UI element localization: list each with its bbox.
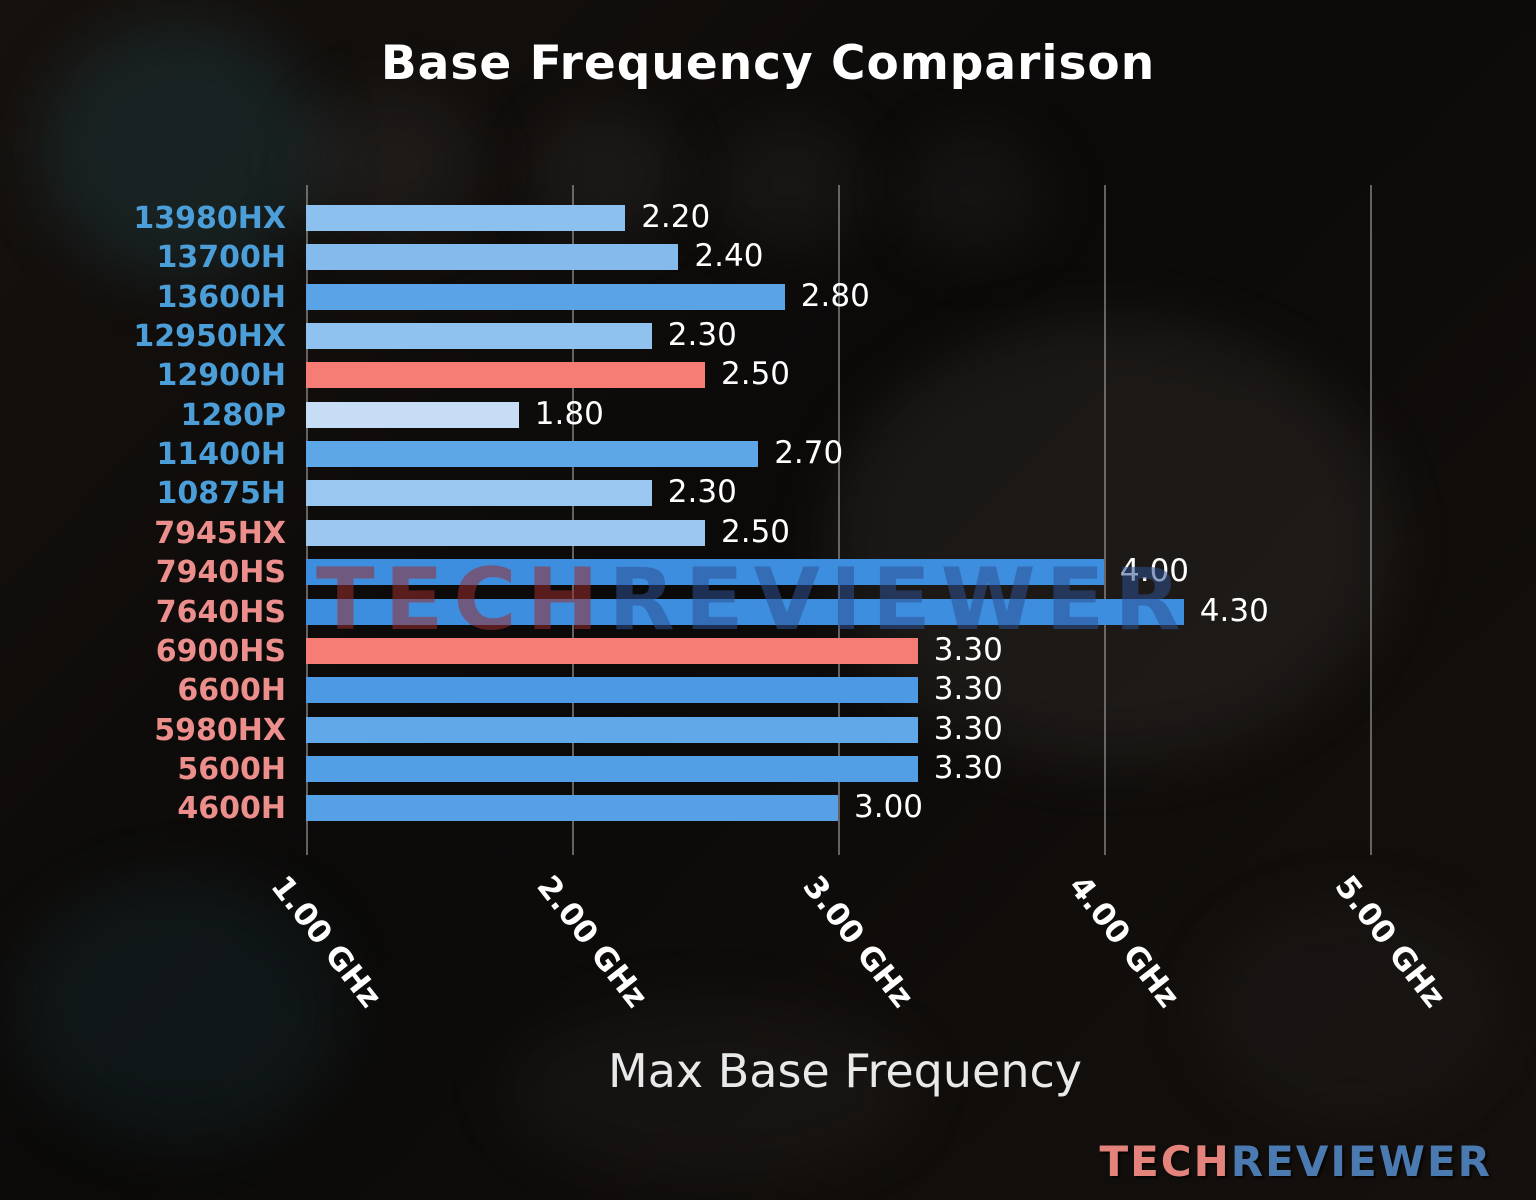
- bar: [306, 716, 918, 743]
- bar: [306, 205, 626, 231]
- value-label: 4.00: [1120, 553, 1190, 590]
- value-label: 2.50: [721, 513, 791, 550]
- bar-row: 5600H 3.30: [177, 752, 1446, 785]
- bar-row: 6600H 3.30: [177, 673, 1446, 706]
- category-label: 13980HX: [133, 201, 286, 236]
- brand-logo-tech: TECH: [1099, 1137, 1231, 1186]
- value-label: 3.30: [933, 671, 1003, 708]
- bar: [306, 795, 838, 822]
- gridline: [1104, 185, 1106, 855]
- background-blob: [1200, 900, 1500, 1120]
- category-label: 7640HS: [155, 594, 286, 630]
- category-label: 7945HX: [154, 515, 286, 551]
- background-blob: [500, 1000, 920, 1180]
- value-label: 2.30: [667, 317, 737, 354]
- bar-row: 7640HS 4.30: [156, 595, 1446, 628]
- category-label: 10875H: [156, 476, 286, 512]
- category-label: 13700H: [156, 240, 286, 276]
- brand-logo-reviewer: REVIEWER: [1230, 1137, 1492, 1186]
- bar-row: 13980HX 2.20: [133, 201, 1446, 234]
- value-label: 3.00: [854, 789, 924, 826]
- category-label: 4600H: [177, 791, 286, 827]
- bar-row: 1280P 1.80: [181, 398, 1446, 431]
- value-label: 2.80: [800, 277, 870, 314]
- bar: [306, 441, 759, 468]
- category-label: 12950HX: [133, 319, 286, 355]
- bar-row: 13700H 2.40: [157, 240, 1446, 273]
- value-label: 3.30: [933, 631, 1003, 668]
- gridline: [838, 185, 840, 855]
- bar-row: 12950HX 2.30: [133, 319, 1446, 352]
- brand-logo: TECHREVIEWER: [1099, 1137, 1492, 1186]
- bar-row: 5980HX 3.30: [154, 713, 1446, 746]
- bar: [306, 401, 519, 428]
- category-label: 11400H: [156, 437, 286, 473]
- bar: [306, 755, 918, 782]
- bar: [306, 480, 652, 507]
- value-label: 2.30: [667, 474, 737, 511]
- bar: [306, 244, 679, 271]
- category-label: 6900HS: [155, 633, 286, 669]
- category-label: 7940HS: [155, 555, 286, 591]
- bar: [306, 637, 918, 664]
- background-blob: [900, 130, 1050, 260]
- category-label: 6600H: [177, 673, 286, 709]
- bar: [306, 559, 1104, 586]
- chart-title: Base Frequency Comparison: [380, 36, 1156, 91]
- value-label: 1.80: [534, 395, 604, 432]
- category-label: 1280P: [180, 397, 286, 433]
- bar-row: 4600H 3.00: [177, 791, 1446, 824]
- background-blob: [830, 320, 1390, 760]
- bar-row: 11400H 2.70: [157, 437, 1446, 470]
- category-label: 5600H: [177, 751, 286, 787]
- category-label: 13600H: [156, 279, 286, 315]
- bar-row: 7940HS 4.00: [156, 555, 1446, 588]
- value-label: 2.20: [641, 199, 711, 235]
- category-label: 12900H: [156, 358, 286, 394]
- bar: [306, 323, 652, 350]
- background-blob: [710, 120, 870, 250]
- bar-row: 6900HS 3.30: [156, 634, 1446, 667]
- bar: [306, 519, 705, 546]
- bar-row: 12900H 2.50: [157, 358, 1446, 391]
- bar-row: 7945HX 2.50: [154, 516, 1446, 549]
- value-label: 2.40: [694, 238, 764, 275]
- bar: [306, 283, 785, 310]
- background-blob: [20, 880, 340, 1140]
- value-label: 3.30: [933, 710, 1003, 747]
- value-label: 3.30: [933, 749, 1003, 786]
- value-label: 4.30: [1199, 592, 1269, 629]
- bar-row: 13600H 2.80: [157, 280, 1446, 313]
- bar: [306, 598, 1184, 625]
- bar: [306, 677, 918, 704]
- value-label: 2.70: [774, 435, 844, 472]
- value-label: 2.50: [721, 356, 791, 393]
- category-label: 5980HX: [154, 712, 286, 748]
- plot-area: 1.00 GHz 2.00 GHz 3.00 GHz 4.00 GHz 5.00 GHz…: [133, 185, 1452, 1015]
- x-axis-label: Max Base Frequency: [608, 1044, 1082, 1098]
- gridline: [1370, 185, 1372, 855]
- background-blob: [40, 20, 320, 280]
- bar: [306, 362, 705, 389]
- bar-row: 10875H 2.30: [157, 476, 1446, 509]
